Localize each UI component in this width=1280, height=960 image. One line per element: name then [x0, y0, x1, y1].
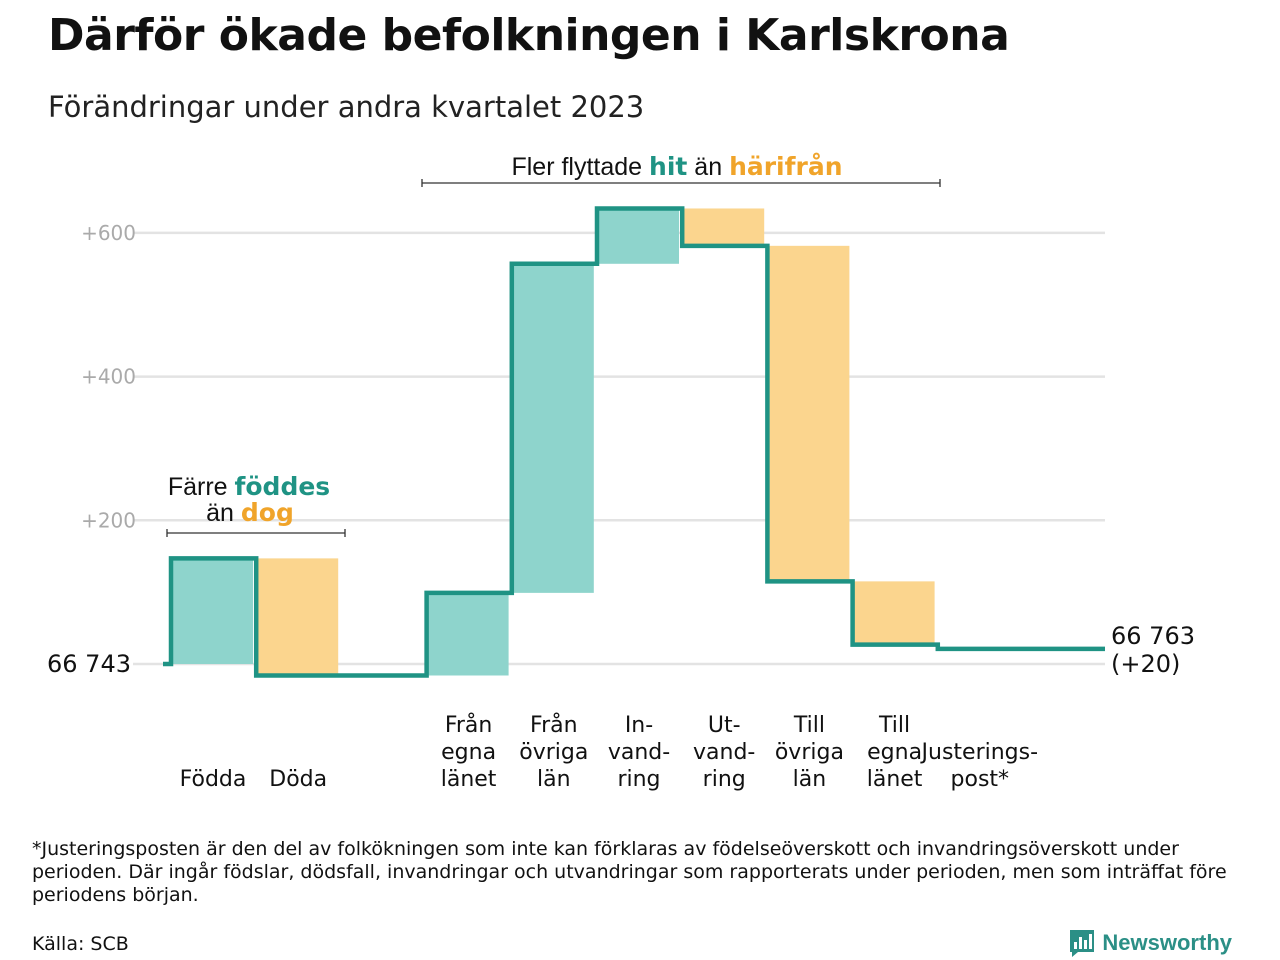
category-label: Från övriga län [519, 712, 588, 792]
bar [767, 245, 850, 582]
births-annotation-line2: än dog [206, 498, 294, 527]
end-change-label: (+20) [1111, 650, 1180, 678]
y-tick-label: +200 [81, 508, 136, 532]
newsworthy-logo: Newsworthy [1068, 928, 1232, 958]
newsworthy-logo-icon [1070, 930, 1095, 957]
category-label: Till egna länet [867, 713, 923, 792]
y-tick-label: +400 [81, 365, 136, 389]
category-label: Ut-vand-ring [693, 713, 755, 792]
bar [426, 592, 509, 676]
bar [597, 208, 679, 264]
chart-subtitle: Förändringar under andra kvartalet 2023 [48, 90, 645, 124]
footnote: *Justeringsposten är den del av folkökni… [32, 838, 1227, 906]
annotations: Fler flyttade hit än härifrån Färre födde… [166, 152, 941, 537]
labels: +200 +400 +600 66 743 Födda Döda Från egna länet… [47, 221, 1195, 792]
category-label: Till övriga län [775, 713, 844, 792]
births-annotation-line1: Färre föddes [168, 472, 330, 501]
start-value-label: 66 743 [47, 650, 131, 678]
bar [171, 558, 253, 664]
bar [682, 208, 765, 246]
category-label: Justerings-post* [920, 740, 1039, 792]
category-label: In-vand-ring [608, 713, 670, 792]
step-line-group [163, 206, 1105, 678]
category-label: Födda [180, 767, 247, 792]
waterfall-chart: +200 +400 +600 66 743 Födda Döda Från egna länet… [47, 152, 1195, 792]
migration-annotation: Fler flyttade hit än härifrån [511, 152, 842, 181]
bar [511, 263, 594, 593]
y-tick-label: +600 [81, 221, 136, 245]
chart-title: Därför ökade befolkningen i Karlskrona [48, 10, 1010, 61]
category-label: Från egna länet [441, 712, 497, 792]
bar [852, 581, 935, 645]
end-value-label: 66 763 [1111, 622, 1195, 650]
source-note: Källa: SCB [32, 933, 129, 955]
cumulative-step-line [163, 206, 1105, 678]
category-label: Döda [269, 767, 327, 792]
bars [171, 208, 935, 676]
bar [256, 558, 339, 676]
logo-text: Newsworthy [1102, 930, 1232, 955]
